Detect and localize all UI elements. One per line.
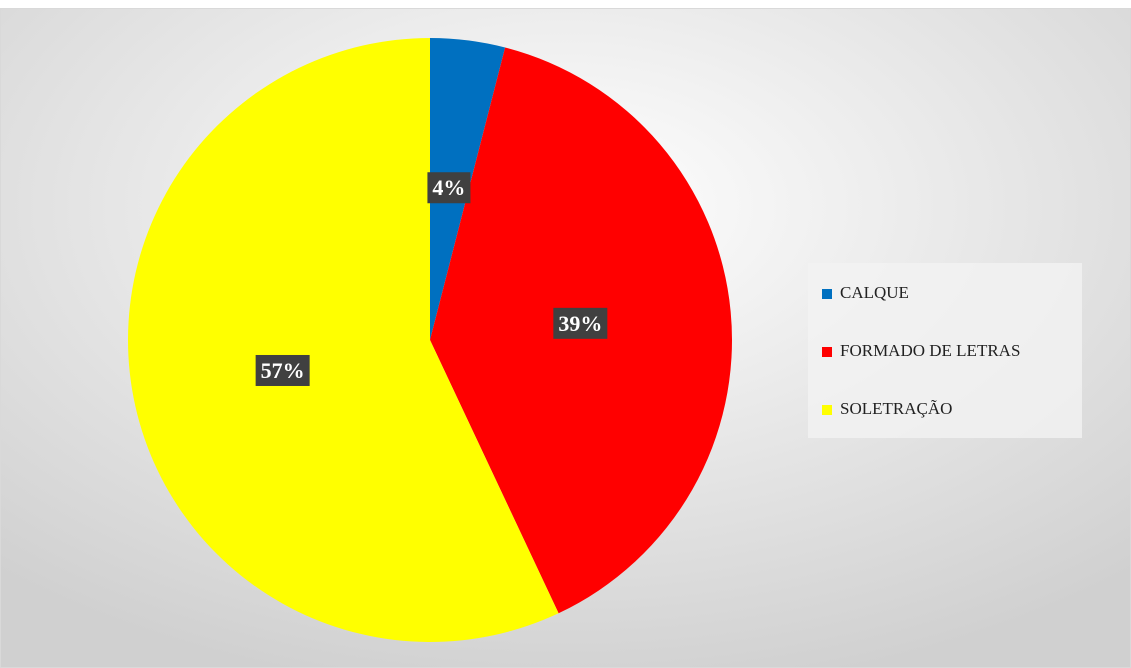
legend-swatch (822, 347, 832, 357)
legend-swatch (822, 405, 832, 415)
data-label: 39% (558, 311, 602, 336)
legend-swatch (822, 289, 832, 299)
legend-label: FORMADO DE LETRAS (840, 341, 1020, 360)
legend-box (808, 263, 1082, 438)
data-label-box (427, 172, 471, 204)
legend-label: CALQUE (840, 283, 909, 302)
pie-slice (127, 38, 559, 642)
data-label: 57% (261, 358, 305, 383)
data-label-box (553, 307, 608, 339)
legend-label: SOLETRAÇÃO (840, 399, 952, 418)
data-label: 4% (432, 175, 465, 200)
data-label-box (255, 354, 310, 386)
